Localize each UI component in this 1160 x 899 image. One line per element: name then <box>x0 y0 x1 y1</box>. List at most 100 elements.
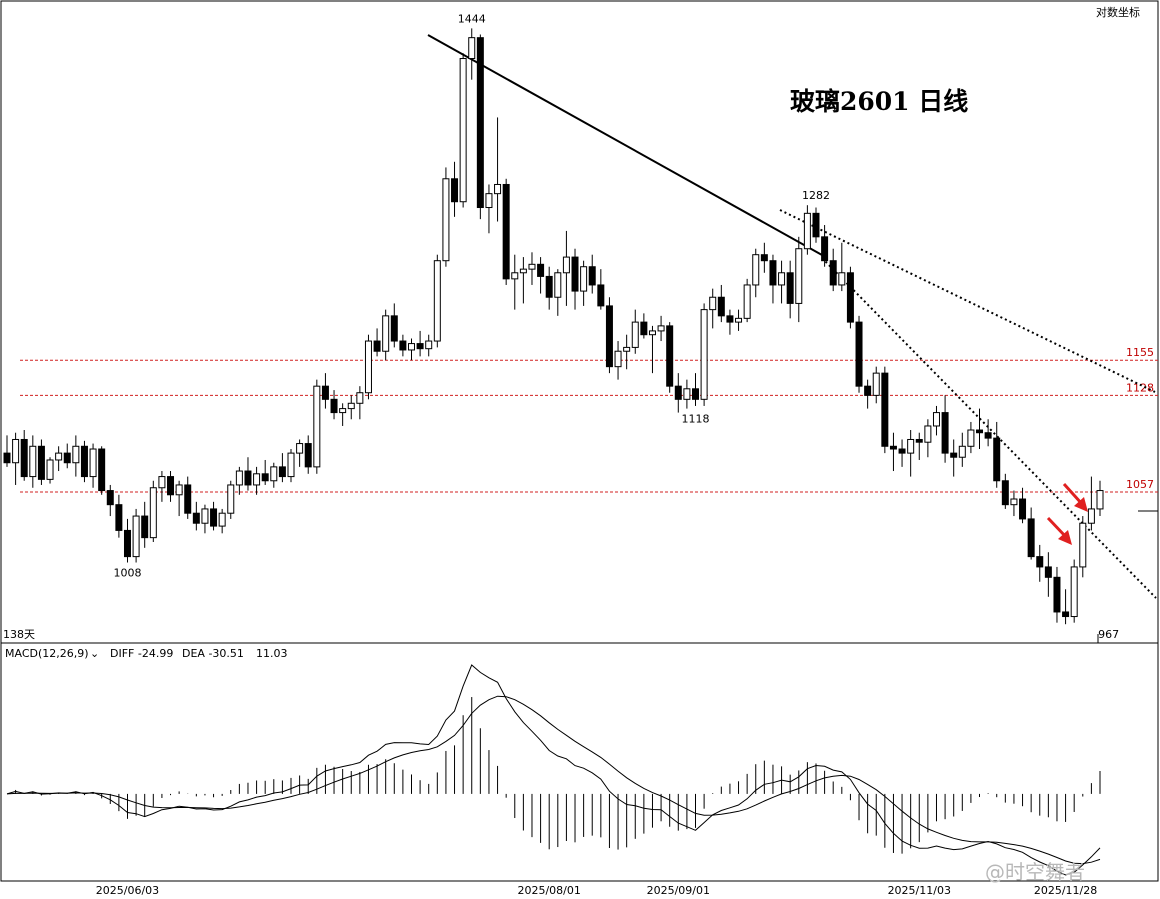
candle-body-down <box>167 476 175 496</box>
candle-body-up <box>795 248 803 304</box>
candle <box>399 334 407 357</box>
candle <box>519 257 527 304</box>
candle <box>339 403 347 426</box>
candle <box>296 439 304 467</box>
candle-body-up <box>55 452 63 461</box>
candle <box>382 309 390 361</box>
candle <box>760 242 768 273</box>
candle <box>709 288 717 329</box>
candle <box>528 252 536 285</box>
chevron-down-icon[interactable]: ⌄ <box>90 647 99 660</box>
candle-body-up <box>175 484 183 496</box>
candle-body-down <box>80 445 88 478</box>
candle-body-down <box>321 385 329 400</box>
candle <box>89 443 97 488</box>
candle <box>261 459 269 485</box>
candle <box>648 325 656 374</box>
candle <box>63 443 71 469</box>
candle <box>494 117 502 222</box>
candle-body-down <box>98 448 106 492</box>
candle-body-up <box>218 512 226 527</box>
candle <box>184 476 192 519</box>
candle <box>700 303 708 406</box>
trend-line-dotted-upper <box>779 209 1156 393</box>
candle <box>476 34 484 220</box>
macd-dea-line <box>6 695 1101 865</box>
candle-body-up <box>46 459 54 480</box>
candle <box>821 225 829 267</box>
candle-body-down <box>451 178 459 203</box>
candle <box>72 435 80 477</box>
candle <box>373 328 381 357</box>
candle-body-up <box>932 412 940 427</box>
candle-body-down <box>976 429 984 434</box>
candle <box>932 405 940 436</box>
candle-body-down <box>941 412 949 454</box>
macd-indicator-name[interactable]: MACD(12,26,9) <box>5 647 89 660</box>
candle <box>846 266 854 329</box>
candle-body-up <box>657 325 665 332</box>
log-scale-label[interactable]: 对数坐标 <box>1096 5 1140 19</box>
annotation-1008: 1008 <box>113 566 141 579</box>
candle-body-down <box>37 445 45 480</box>
candle-body-down <box>717 296 725 317</box>
x-tick-label: 2025/11/03 <box>888 884 951 897</box>
candle <box>1019 487 1027 524</box>
candle <box>502 178 510 285</box>
trend-lines <box>427 34 1157 599</box>
x-tick-label: 2025/09/01 <box>647 884 710 897</box>
candle-body-up <box>967 429 975 447</box>
candle <box>442 167 450 267</box>
candle-body-up <box>562 256 570 274</box>
candle <box>364 334 372 400</box>
candle <box>270 462 278 488</box>
candle-body-up <box>924 425 932 443</box>
candle <box>605 297 613 374</box>
candle-body-up <box>752 254 760 286</box>
candle <box>98 446 106 495</box>
candle-body-down <box>812 212 820 238</box>
candle-body-up <box>683 388 691 400</box>
candle-body-up <box>580 266 588 292</box>
candle-body-up <box>347 402 355 410</box>
macd-dea-value: DEA -30.51 <box>182 647 244 660</box>
candle-body-down <box>373 340 381 352</box>
candle-body-up <box>709 296 717 311</box>
candle-body-up <box>89 448 97 478</box>
candle <box>1010 490 1018 517</box>
candle-body-down <box>993 437 1001 482</box>
candle-body-down <box>330 398 338 414</box>
x-axis: 2025/06/03 2025/08/01 2025/09/01 2025/11/03… <box>96 884 1097 897</box>
candle-body-down <box>855 321 863 387</box>
candle <box>132 508 140 563</box>
x-tick-label: 2025/11/28 <box>1034 884 1097 897</box>
candle <box>623 334 631 370</box>
candle <box>167 471 175 502</box>
macd-diff-line <box>6 664 1101 876</box>
candle <box>855 315 863 393</box>
reference-lines: 1155 1128 1057 <box>20 346 1158 493</box>
candle-body-down <box>889 445 897 450</box>
candle <box>347 395 355 420</box>
candle <box>321 373 329 409</box>
candle-body-down <box>692 388 700 400</box>
candle-body-down <box>769 260 777 286</box>
candle-body-down <box>210 508 218 527</box>
candle-body-up <box>459 58 467 203</box>
candle <box>743 278 751 323</box>
candle-body-up <box>339 408 347 414</box>
candle <box>46 457 54 484</box>
candle-body-up <box>907 438 915 454</box>
candle <box>1087 476 1095 531</box>
candle <box>984 419 992 447</box>
candle-body-up <box>296 443 304 454</box>
candle-body-down <box>1027 518 1035 558</box>
candle-body-up <box>623 346 631 352</box>
candle <box>1096 480 1104 517</box>
candle-body-up <box>743 284 751 319</box>
candle-body-down <box>416 343 424 350</box>
candle <box>433 254 441 348</box>
candle-body-down <box>1053 576 1061 613</box>
candle-body-down <box>261 473 269 482</box>
candle-body-down <box>192 512 200 524</box>
